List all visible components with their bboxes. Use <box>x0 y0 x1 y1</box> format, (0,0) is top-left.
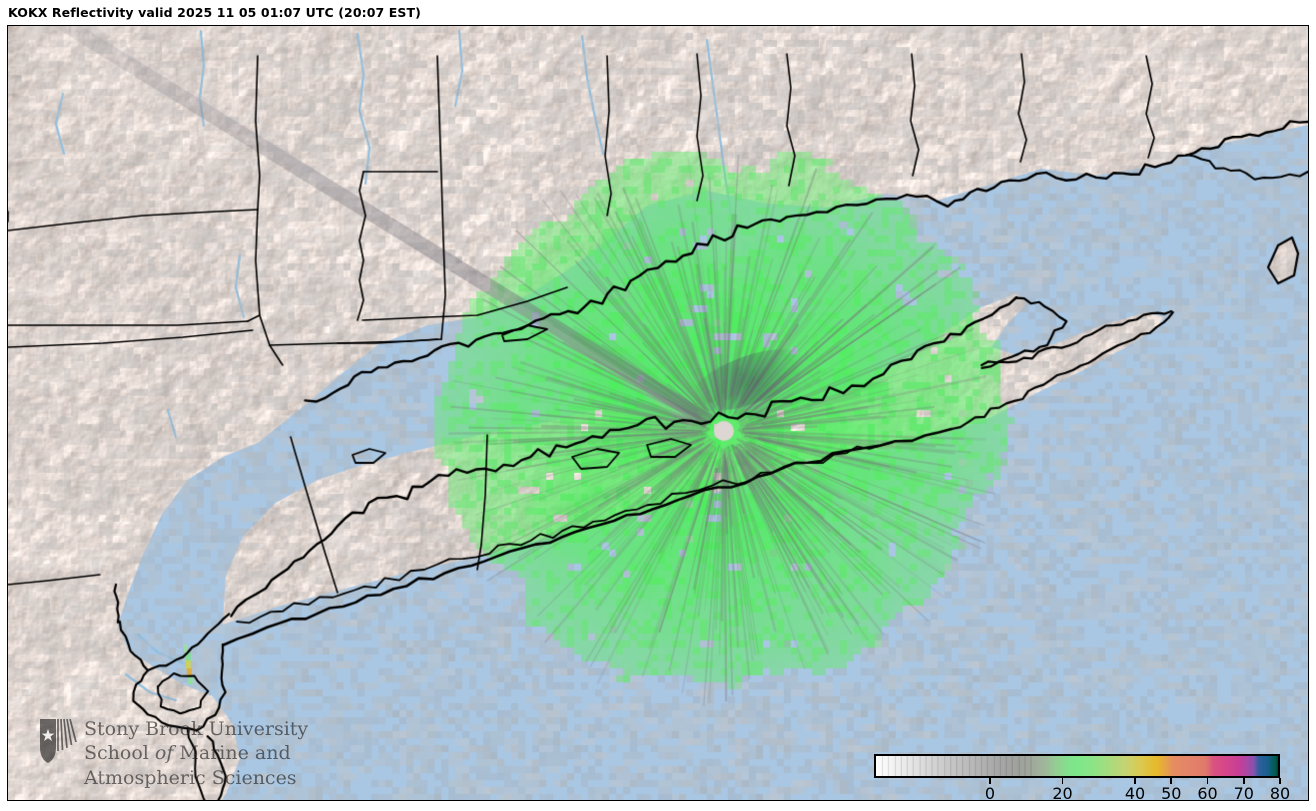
colorbar-bar <box>874 754 1280 778</box>
colorbar-tick-label: 20 <box>1052 784 1073 801</box>
colorbar-tick-label: 40 <box>1124 784 1146 801</box>
colorbar-tick-label: 70 <box>1233 784 1254 801</box>
colorbar-tick-label: 60 <box>1197 784 1218 801</box>
colorbar-tickmark <box>1134 778 1136 784</box>
colorbar-tickmark <box>989 778 991 784</box>
reflectivity-colorbar: 0 20 40 50 60 70 80 <box>874 754 1294 801</box>
colorbar-tickmark <box>1242 778 1245 784</box>
colorbar-tickmark <box>1061 778 1064 784</box>
page-title: KOKX Reflectivity valid 2025 11 05 01:07… <box>8 4 421 20</box>
colorbar-gradient <box>876 756 1278 776</box>
radar-reflectivity-canvas[interactable] <box>8 26 1308 800</box>
colorbar-tickmark <box>1279 778 1281 784</box>
colorbar-tick-label: 50 <box>1161 784 1182 801</box>
radar-map-frame[interactable]: Stony Brook University School of Marine … <box>7 25 1309 801</box>
colorbar-tickmark <box>1206 778 1209 784</box>
colorbar-tick-label: 80 <box>1269 784 1291 801</box>
colorbar-tickmark <box>1170 778 1173 784</box>
title-bar: KOKX Reflectivity valid 2025 11 05 01:07… <box>0 0 1316 24</box>
colorbar-tick-label: 0 <box>984 784 996 801</box>
